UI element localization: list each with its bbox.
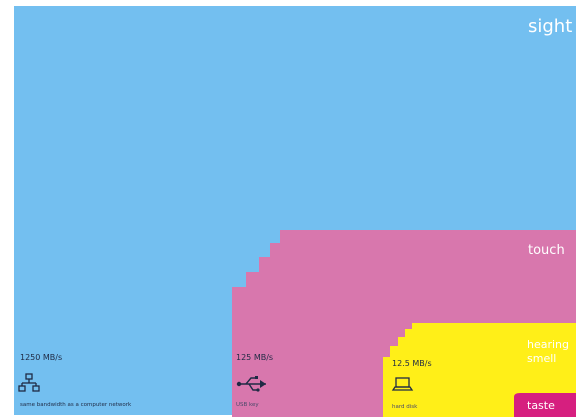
taste-region: [514, 393, 576, 417]
touch-label: touch: [528, 243, 565, 258]
usb-icon: [236, 376, 266, 392]
usb-rate: 125 MB/s: [236, 353, 273, 362]
taste-label: taste: [527, 399, 555, 412]
usb-note: USB key: [236, 402, 259, 408]
laptop-icon: [391, 377, 414, 391]
hard-disk-rate: 12.5 MB/s: [392, 359, 432, 368]
sight-label: sight: [528, 16, 572, 37]
smell-label: smell: [527, 352, 556, 365]
hearing-label: hearing: [527, 338, 569, 351]
hard-disk-note: hard disk: [392, 404, 418, 410]
network-note: same bandwidth as a computer network: [20, 402, 132, 408]
network-icon: [18, 373, 40, 392]
network-rate: 1250 MB/s: [20, 353, 62, 362]
